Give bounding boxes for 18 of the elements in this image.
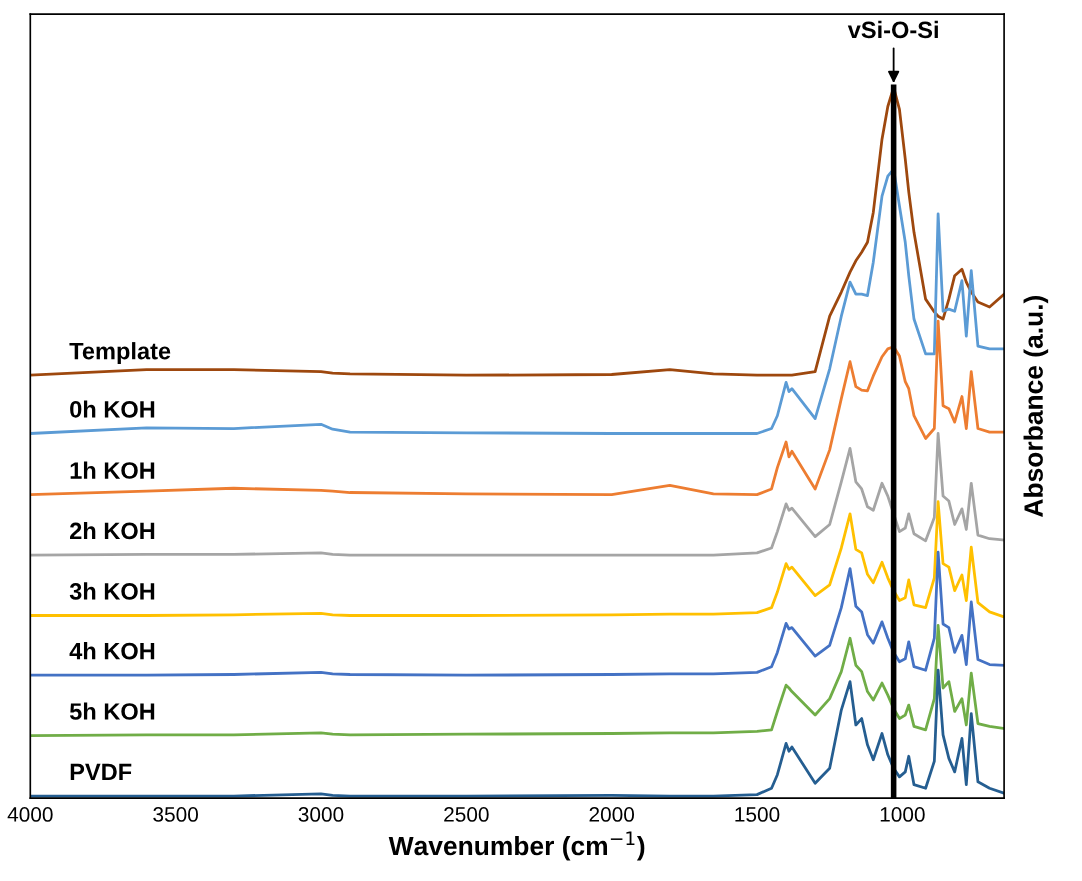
- y-axis-title: Absorbance (a.u.): [1023, 296, 1049, 517]
- x-tick-label: 1000: [880, 807, 925, 822]
- x-tick-label: 2500: [444, 807, 489, 822]
- x-tick-label: 2000: [589, 807, 635, 822]
- series-label: 4h KOH: [69, 642, 155, 660]
- series-label: 5h KOH: [69, 702, 155, 720]
- series-label: Template: [69, 342, 171, 365]
- series-label: 1h KOH: [70, 461, 155, 479]
- series-label: 2h KOH: [70, 521, 155, 540]
- x-tick-label: 3500: [153, 807, 198, 822]
- x-tick-label: 1500: [735, 807, 780, 822]
- annotation: vSi-O-Si: [847, 20, 938, 39]
- x-tick-label: 3000: [298, 807, 344, 822]
- x-axis-title: Wavenumber (cm$^{−1}$): [388, 831, 645, 861]
- series-label: PVDF: [70, 763, 132, 781]
- series-label: 0h KOH: [70, 400, 155, 418]
- series-label: 3h KOH: [69, 582, 155, 600]
- x-tick-label: 4000: [7, 807, 53, 822]
